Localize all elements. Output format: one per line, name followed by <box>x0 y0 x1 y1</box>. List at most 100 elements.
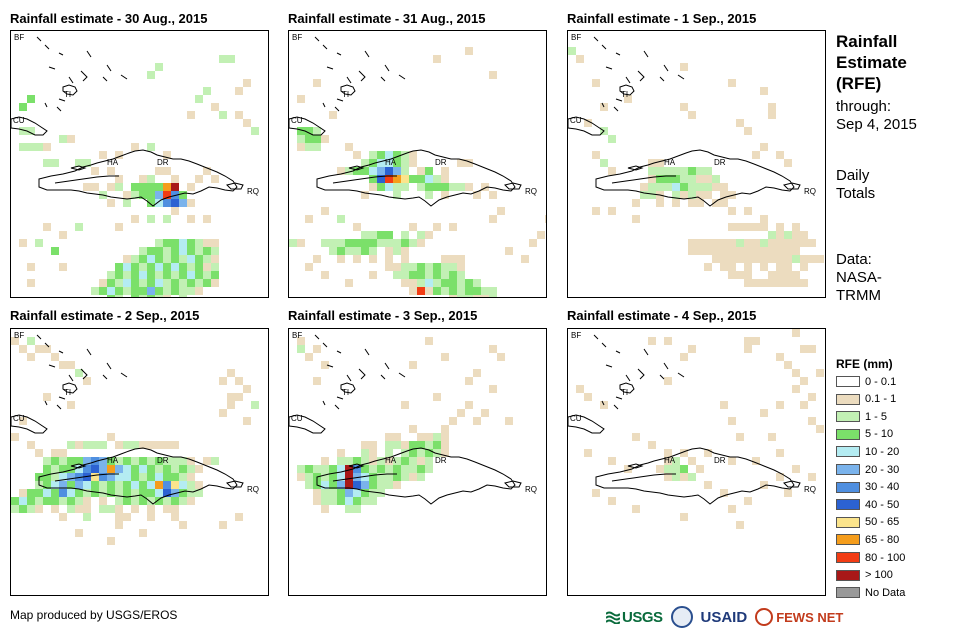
coastline <box>398 372 406 378</box>
rainfall-cell <box>401 473 409 481</box>
rainfall-cell <box>171 457 179 465</box>
map-panel-1-sep: BF TI CU HA DR RQ <box>567 30 826 298</box>
rainfall-cell <box>19 127 27 135</box>
coastline <box>384 362 390 370</box>
rainfall-cell <box>187 287 195 295</box>
coastline <box>398 74 406 80</box>
rainfall-cell <box>385 449 393 457</box>
rainfall-cell <box>171 183 179 191</box>
coastline <box>663 362 669 370</box>
coastline <box>358 70 366 82</box>
rainfall-cell <box>99 505 107 513</box>
rainfall-cell <box>123 199 131 207</box>
rainfall-cell <box>417 239 425 247</box>
rainfall-cell <box>449 287 457 295</box>
rainfall-cell <box>425 337 433 345</box>
rainfall-cell <box>736 223 744 231</box>
rainfall-cell <box>465 401 473 409</box>
rainfall-cell <box>449 223 457 231</box>
legend-swatch <box>836 534 860 546</box>
rainfall-cell <box>27 497 35 505</box>
panel-title-31-aug: Rainfall estimate - 31 Aug., 2015 <box>288 11 486 26</box>
rainfall-cell <box>401 247 409 255</box>
rainfall-cell <box>131 255 139 263</box>
rainfall-cell <box>529 239 537 247</box>
rainfall-cell <box>752 457 760 465</box>
rainfall-cell <box>361 481 369 489</box>
legend-item: 10 - 20 <box>836 445 899 458</box>
rainfall-cell <box>147 513 155 521</box>
rainfall-cell <box>521 255 529 263</box>
rainfall-cell <box>297 337 305 345</box>
rainfall-cell <box>672 167 680 175</box>
map-canvas: BF TI CU HA DR RQ <box>289 331 537 513</box>
rainfall-cell <box>163 497 171 505</box>
rainfall-cell <box>457 287 465 295</box>
map-credit: Map produced by USGS/EROS <box>10 608 178 622</box>
rainfall-cell <box>377 231 385 239</box>
rainfall-cell <box>433 175 441 183</box>
rainfall-cell <box>99 457 107 465</box>
rainfall-cell <box>115 473 123 481</box>
rainfall-cell <box>680 465 688 473</box>
rainfall-cell <box>131 215 139 223</box>
rainfall-cell <box>385 159 393 167</box>
rainfall-cell <box>195 287 203 295</box>
rainfall-cell <box>385 151 393 159</box>
rainfall-cell <box>792 279 800 287</box>
coastline <box>593 334 599 340</box>
rainfall-cell <box>139 441 147 449</box>
rainfall-cell <box>784 489 792 497</box>
rainfall-cell <box>760 255 768 263</box>
rainfall-cell <box>171 279 179 287</box>
rainfall-cell <box>35 449 43 457</box>
coastline <box>62 84 78 96</box>
rainfall-cell <box>792 329 800 337</box>
rainfall-cell <box>425 441 433 449</box>
panel-title-30-aug: Rainfall estimate - 30 Aug., 2015 <box>10 11 208 26</box>
rainfall-cell <box>43 159 51 167</box>
rainfall-cell <box>656 199 664 207</box>
rainfall-cell <box>345 481 353 489</box>
rainfall-cell <box>179 239 187 247</box>
rainfall-cell <box>688 473 696 481</box>
rainfall-cell <box>489 385 497 393</box>
rainfall-cell <box>720 247 728 255</box>
rainfall-cell <box>736 247 744 255</box>
rainfall-cell <box>179 521 187 529</box>
rainfall-cell <box>59 473 67 481</box>
rainfall-cell <box>179 465 187 473</box>
rainfall-cell <box>131 279 139 287</box>
map-label-ha: HA <box>385 456 397 465</box>
rainfall-cell <box>67 361 75 369</box>
rainfall-cell <box>417 473 425 481</box>
coastline <box>58 98 66 102</box>
rainfall-cell <box>792 385 800 393</box>
rainfall-cell <box>369 449 377 457</box>
coastline <box>627 463 644 469</box>
rainfall-cell <box>465 279 473 287</box>
rainfall-cell <box>115 521 123 529</box>
rainfall-cell <box>155 279 163 287</box>
rainfall-cell <box>385 441 393 449</box>
rainfall-cell <box>115 505 123 513</box>
map-label-rq: RQ <box>804 485 816 494</box>
rainfall-cell <box>680 191 688 199</box>
rainfall-cell <box>313 377 321 385</box>
coastline <box>226 182 244 190</box>
rainfall-cell <box>313 143 321 151</box>
rainfall-cell <box>59 497 67 505</box>
rainfall-cell <box>712 255 720 263</box>
rainfall-cell <box>800 377 808 385</box>
rainfall-cell <box>155 183 163 191</box>
rainfall-cell <box>305 127 313 135</box>
rainfall-cell <box>409 263 417 271</box>
coastline <box>637 70 645 82</box>
rainfall-cell <box>672 199 680 207</box>
rainfall-cell <box>505 247 513 255</box>
rainfall-cell <box>163 465 171 473</box>
rainfall-cell <box>155 239 163 247</box>
panel-title-4-sep: Rainfall estimate - 4 Sep., 2015 <box>567 308 757 323</box>
rainfall-cell <box>337 481 345 489</box>
coastline <box>643 50 649 58</box>
